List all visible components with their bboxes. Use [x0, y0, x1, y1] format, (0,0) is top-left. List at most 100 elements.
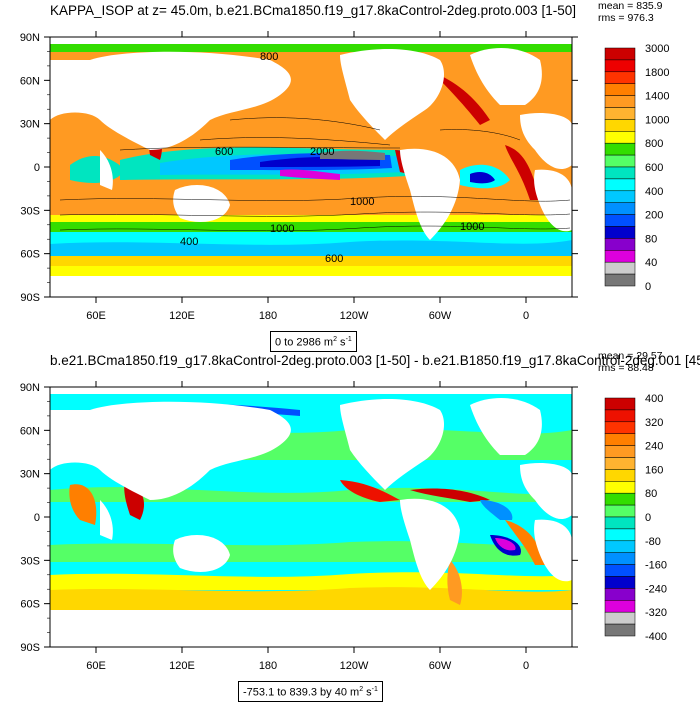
- bottom-range-sup2: -1: [371, 686, 378, 693]
- top-lon-label: 60W: [429, 310, 452, 322]
- bottom-mean-stat: mean = 29.57: [598, 350, 663, 362]
- top-colorbar-label: 1800: [645, 67, 669, 79]
- top-colorbar-swatch: [604, 202, 636, 215]
- top-lat-label: 0: [34, 162, 40, 174]
- top-lat-label: 90N: [20, 32, 40, 44]
- bottom-map-title: b.e21.BCma1850.f19_g17.8kaControl-2deg.p…: [50, 353, 700, 368]
- contour-label-1000: 1000: [270, 223, 294, 235]
- bottom-lon-label: 180: [259, 660, 277, 672]
- bottom-colorbar-swatch: [604, 481, 636, 494]
- bottom-colorbar-swatch: [604, 433, 636, 446]
- top-colorbar-swatch: [604, 119, 636, 132]
- top-colorbar-label: 200: [645, 210, 663, 222]
- bottom-colorbar-swatch: [604, 516, 636, 530]
- top-colorbar-label: 80: [645, 233, 657, 245]
- bottom-colorbar-label: 320: [645, 417, 663, 429]
- top-map-figure: 800 1000 1000 600 400 2000 1000 600 90N6…: [20, 31, 669, 322]
- contour-label-800: 800: [260, 51, 278, 63]
- bottom-colorbar-swatch: [604, 528, 636, 542]
- top-colorbar-swatch: [604, 95, 636, 108]
- top-colorbar-swatch: [604, 142, 636, 156]
- top-mean-stat: mean = 835.9: [598, 0, 663, 12]
- bottom-lon-label: 120E: [169, 660, 195, 672]
- bottom-lat-label: 90S: [20, 642, 40, 654]
- top-axis-ticks: 90N 60N 30N 0 30S 60S 90S 60E 120E 180 120W 60W 0: [20, 31, 578, 322]
- bottom-lat-label: 30N: [20, 469, 40, 481]
- bottom-colorbar-swatch: [604, 600, 636, 613]
- top-range-sup2: -1: [345, 336, 352, 343]
- bottom-colorbar-label: -400: [645, 631, 667, 643]
- top-map-panel: KAPPA_ISOP at z= 45.0m, b.e21.BCma1850.f…: [0, 0, 700, 352]
- top-lon-label: 120W: [340, 310, 369, 322]
- bottom-range-sup: 2: [359, 686, 364, 693]
- bottom-lon-label: 60E: [86, 660, 106, 672]
- bottom-map-figure: 90N 60N 30N 0 30S 60S 90S 60E 120E 180 120W 60W 0 40…: [20, 381, 667, 672]
- top-lat-label: 30S: [20, 205, 40, 217]
- bottom-colorbar-label: -320: [645, 607, 667, 619]
- top-colorbar-swatch: [604, 190, 636, 203]
- bottom-lat-label: 30S: [20, 555, 40, 567]
- top-colorbar-swatch: [604, 166, 636, 180]
- top-colorbar-swatch: [604, 178, 636, 192]
- bottom-range-text: -753.1 to 839.3 by 40 m: [243, 686, 360, 699]
- bottom-lon-label: 0: [523, 660, 529, 672]
- bottom-lat-label: 60N: [20, 425, 40, 437]
- bottom-colorbar-swatch: [604, 397, 636, 411]
- top-lon-label: 180: [259, 310, 277, 322]
- top-lon-label: 60E: [86, 310, 106, 322]
- contour-label-1000b: 1000: [350, 196, 374, 208]
- bottom-colorbar-swatch: [604, 588, 636, 601]
- top-colorbar-label: 1000: [645, 114, 669, 126]
- top-colorbar-swatch: [604, 47, 636, 61]
- bottom-colorbar-swatch: [604, 445, 636, 458]
- top-colorbar-label: 1400: [645, 91, 669, 103]
- top-colorbar-label: 0: [645, 281, 651, 293]
- top-colorbar-swatch: [604, 83, 636, 96]
- top-contour-lines: [59, 117, 571, 232]
- top-lat-label: 90S: [20, 292, 40, 304]
- top-ocean-field: 800 1000 1000 600 400 2000 1000 600: [50, 37, 572, 297]
- bottom-colorbar-swatch: [604, 540, 636, 553]
- bottom-colorbar-label: 160: [645, 464, 663, 476]
- bottom-colorbar-swatch: [604, 611, 636, 625]
- bottom-colorbar-label: 80: [645, 488, 657, 500]
- bottom-colorbar-swatch: [604, 457, 636, 470]
- bottom-colorbar-label: 400: [645, 393, 663, 405]
- bottom-colorbar-swatch: [604, 576, 636, 589]
- bottom-colorbar-swatch: [604, 492, 636, 506]
- top-colorbar-swatch: [604, 250, 636, 263]
- top-colorbar-label: 40: [645, 257, 657, 269]
- bottom-lat-label: 60S: [20, 599, 40, 611]
- contour-label-2000: 2000: [310, 146, 334, 158]
- contour-label-600b: 600: [325, 253, 343, 265]
- top-colorbar-swatch: [604, 107, 636, 120]
- bottom-lat-label: 90N: [20, 382, 40, 394]
- bottom-rms-stat: rms = 88.48: [598, 362, 654, 374]
- bottom-colorbar-swatch: [604, 469, 636, 482]
- top-colorbar-swatch: [604, 226, 636, 239]
- top-colorbar-label: 800: [645, 138, 663, 150]
- bottom-map-stats: mean = 29.57 rms = 88.48: [598, 350, 663, 374]
- bottom-ocean-field: [50, 387, 572, 647]
- top-range-s: s: [337, 336, 346, 349]
- top-colorbar-swatch: [604, 261, 636, 275]
- top-colorbar-swatch: [604, 131, 636, 144]
- bottom-colorbar-label: -240: [645, 583, 667, 595]
- bottom-range-box: -753.1 to 839.3 by 40 m2 s-1: [238, 681, 383, 702]
- top-map-title: KAPPA_ISOP at z= 45.0m, b.e21.BCma1850.f…: [50, 3, 576, 18]
- top-lat-label: 30N: [20, 119, 40, 131]
- top-range-sup: 2: [333, 336, 337, 343]
- top-map-stats: mean = 835.9 rms = 976.3: [598, 0, 663, 24]
- top-colorbar-swatch: [604, 273, 636, 287]
- contour-label-600: 600: [215, 146, 233, 158]
- top-lon-label: 0: [523, 310, 529, 322]
- top-lon-label: 120E: [169, 310, 195, 322]
- bottom-lon-label: 60W: [429, 660, 452, 672]
- top-landmass: [50, 37, 572, 240]
- top-colorbar-label: 3000: [645, 43, 669, 55]
- bottom-map-panel: b.e21.BCma1850.f19_g17.8kaControl-2deg.p…: [0, 350, 700, 702]
- bottom-range-s: s: [363, 686, 372, 699]
- contour-label-400: 400: [180, 236, 198, 248]
- bottom-colorbar-swatch: [604, 552, 636, 565]
